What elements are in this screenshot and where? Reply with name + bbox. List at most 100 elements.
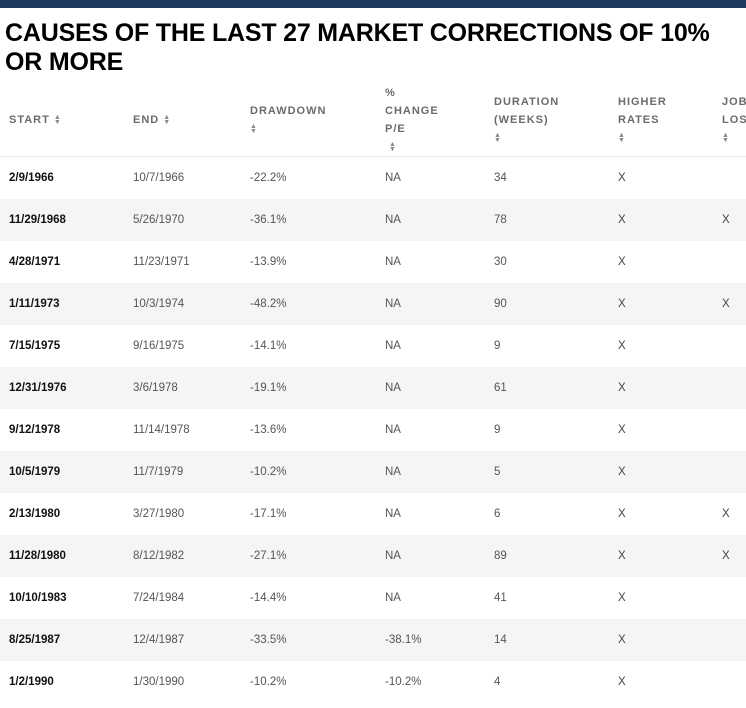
table-cell-drawdown: -14.1% [250,340,287,352]
table-cell-higher-rates: X [618,340,626,352]
table-cell-drawdown: -10.2% [241,451,376,493]
column-header-end[interactable]: END ▲ ▼ [124,84,241,157]
table-cell-pct-change-pe: NA [376,367,485,409]
sort-arrows-icon[interactable]: ▲ ▼ [389,141,397,154]
table-cell-end: 10/7/1966 [133,172,185,184]
table-cell-job-loss [713,577,746,619]
table-cell-pct-change-pe: NA [376,535,485,577]
table-cell-drawdown: -36.1% [241,199,376,241]
table-cell-higher-rates: X [618,256,626,268]
table-cell-start: 4/28/1971 [9,256,61,268]
table-cell-duration-weeks: 6 [494,508,501,520]
table-cell-duration-weeks: 9 [494,424,501,436]
table-cell-start: 1/11/1973 [0,283,124,325]
table-cell-start: 10/5/1979 [0,451,124,493]
table-cell-start: 11/28/1980 [0,535,124,577]
table-cell-start: 11/29/1968 [0,199,124,241]
table-cell-pct-change-pe: NA [376,451,485,493]
table-cell-job-loss [713,409,746,451]
table-cell-pct-change-pe: NA [385,340,401,352]
table-cell-job-loss [713,619,746,661]
table-cell-end: 3/6/1978 [124,367,241,409]
table-cell-pct-change-pe: NA [385,172,401,184]
table-cell-pct-change-pe: NA [376,199,485,241]
table-cell-start: 8/25/1987 [0,619,124,661]
sort-arrows-icon[interactable]: ▲ ▼ [722,132,730,145]
column-header-label: P/E [385,123,406,135]
table-body: 2/9/1966 10/7/1966 -22.2% NA 34 X 11/29/1968 5/… [0,157,746,704]
sort-arrows-icon[interactable]: ▲ ▼ [163,114,172,127]
sort-arrows-icon[interactable]: ▲ ▼ [618,132,626,145]
table-cell-drawdown: -14.4% [250,592,287,604]
column-header-label: HIGHER [618,96,667,108]
sort-arrows-icon[interactable]: ▲ ▼ [250,123,258,136]
table-cell-start: 7/15/1975 [9,340,61,352]
table-row: 4/28/1971 11/23/1971 -13.9% NA 30 X [0,241,746,283]
table-row: 7/15/1975 9/16/1975 -14.1% NA 9 X [0,325,746,367]
table-cell-drawdown: -17.1% [250,508,287,520]
table-cell-job-loss [713,241,746,283]
column-header-label: RATES [618,114,660,126]
table-cell-end: 11/14/1978 [133,424,190,436]
column-header-duration-weeks[interactable]: DURATION (WEEKS) ▲ ▼ [485,84,609,157]
column-header-job-loss[interactable]: JOB LOSS ▲▼ [713,84,746,157]
table-cell-start: 2/9/1966 [9,172,54,184]
table-cell-higher-rates: X [618,592,626,604]
table-cell-job-loss: X [722,508,730,520]
table-cell-pct-change-pe: NA [385,256,401,268]
column-header-start[interactable]: START ▲ ▼ [0,84,124,157]
table-cell-end: 10/3/1974 [124,283,241,325]
table-cell-drawdown: -13.9% [250,256,287,268]
table-cell-start: 1/2/1990 [9,676,54,688]
column-header-label: JOB [722,96,746,108]
table-cell-end: 11/7/1979 [124,451,241,493]
column-header-label: START [9,114,50,126]
table-cell-job-loss: X [713,199,746,241]
table-cell-pct-change-pe: NA [385,424,401,436]
table-cell-end: 5/26/1970 [124,199,241,241]
table-cell-pct-change-pe: -10.2% [385,676,422,688]
table-cell-start: 12/31/1976 [0,367,124,409]
column-header-higher-rates[interactable]: HIGHER RATES ▲ ▼ [609,84,713,157]
table-cell-higher-rates: X [618,508,626,520]
top-accent-bar [0,0,746,8]
table-cell-duration-weeks: 9 [494,340,501,352]
page-title: CAUSES OF THE LAST 27 MARKET CORRECTIONS… [5,19,710,76]
table-cell-higher-rates: X [609,535,713,577]
table-cell-higher-rates: X [618,424,626,436]
column-header-drawdown[interactable]: DRAWDOWN ▲ ▼ [241,84,376,157]
table-row: 12/31/1976 3/6/1978 -19.1% NA 61 X [0,367,746,409]
column-header-label: DRAWDOWN [250,105,327,117]
corrections-table: START ▲ ▼ END ▲ ▼ DRAWDOWN ▲ ▼% CHANGE P/E ▲ ▼ DURATI… [0,84,746,703]
table-row: 2/13/1980 3/27/1980 -17.1% NA 6 X X [0,493,746,535]
column-header-label: CHANGE [385,105,439,117]
column-header-pct-change-pe[interactable]: % CHANGE P/E ▲ ▼ [376,84,485,157]
table-cell-duration-weeks: 14 [485,619,609,661]
table-cell-start: 2/13/1980 [9,508,61,520]
column-header-label: % [385,87,396,99]
table-cell-duration-weeks: 34 [494,172,507,184]
table-cell-job-loss [713,367,746,409]
table-cell-higher-rates: X [618,676,626,688]
table-cell-pct-change-pe: -38.1% [376,619,485,661]
sort-arrows-icon[interactable]: ▲ ▼ [53,114,62,127]
table-cell-end: 11/23/1971 [133,256,190,268]
column-header-label: DURATION [494,96,560,108]
table-cell-duration-weeks: 4 [494,676,501,688]
column-header-label: (WEEKS) [494,114,549,126]
table-cell-higher-rates: X [609,283,713,325]
table-cell-drawdown: -19.1% [241,367,376,409]
column-header-label: END [133,114,160,126]
sort-arrows-icon[interactable]: ▲ ▼ [494,132,502,145]
table-cell-duration-weeks: 61 [485,367,609,409]
table-cell-higher-rates: X [609,451,713,493]
table-cell-job-loss [713,451,746,493]
corrections-table-container[interactable]: START ▲ ▼ END ▲ ▼ DRAWDOWN ▲ ▼% CHANGE P/E ▲ ▼ DURATI… [0,84,746,708]
table-row: 1/2/1990 1/30/1990 -10.2% -10.2% 4 X [0,661,746,703]
table-cell-end: 12/4/1987 [124,619,241,661]
table-cell-drawdown: -22.2% [250,172,287,184]
table-cell-drawdown: -10.2% [250,676,287,688]
table-cell-higher-rates: X [609,367,713,409]
table-row: 10/5/1979 11/7/1979 -10.2% NA 5 X [0,451,746,493]
table-cell-start: 9/12/1978 [9,424,61,436]
